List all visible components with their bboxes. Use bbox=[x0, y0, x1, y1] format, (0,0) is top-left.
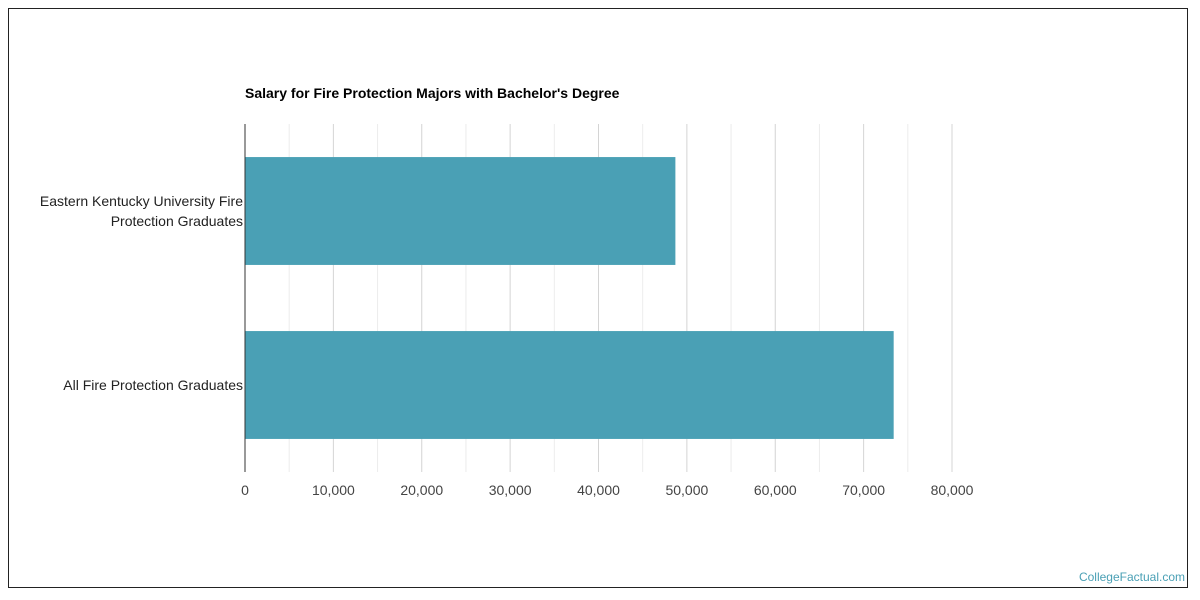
watermark-text: CollegeFactual.com bbox=[1078, 570, 1185, 584]
bar-1[interactable] bbox=[245, 331, 894, 439]
bars bbox=[245, 157, 894, 439]
x-tick-label: 70,000 bbox=[842, 482, 885, 498]
x-tick-label: 0 bbox=[241, 482, 249, 498]
chart-title: Salary for Fire Protection Majors with B… bbox=[245, 85, 620, 101]
x-tick-label: 10,000 bbox=[312, 482, 355, 498]
x-tick-label: 40,000 bbox=[577, 482, 620, 498]
x-tick-label: 60,000 bbox=[754, 482, 797, 498]
x-tick-label: 20,000 bbox=[400, 482, 443, 498]
category-label-0: Eastern Kentucky University Fire Protecti… bbox=[40, 193, 243, 229]
x-tick-label: 50,000 bbox=[665, 482, 708, 498]
x-tick-label: 30,000 bbox=[489, 482, 532, 498]
labels: Eastern Kentucky University Fire Protecti… bbox=[40, 193, 974, 498]
x-tick-label: 80,000 bbox=[931, 482, 974, 498]
category-label-1: All Fire Protection Graduates bbox=[63, 377, 243, 393]
bar-0[interactable] bbox=[245, 157, 676, 265]
